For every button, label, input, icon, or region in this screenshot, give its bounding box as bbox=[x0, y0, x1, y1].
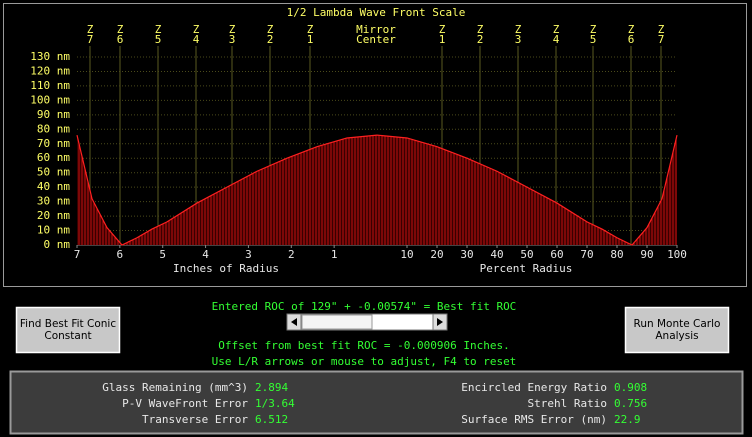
x-tick-label: 60 bbox=[550, 248, 563, 261]
x-tick-label: 7 bbox=[74, 248, 81, 261]
zone-number: 6 bbox=[628, 33, 635, 46]
x-tick-label: 70 bbox=[580, 248, 593, 261]
stat-label: Transverse Error bbox=[142, 413, 248, 426]
wavefront-area bbox=[377, 135, 677, 245]
zone-number: 7 bbox=[658, 33, 665, 46]
stat-value: 6.512 bbox=[255, 413, 288, 426]
x-tick-label: 80 bbox=[610, 248, 623, 261]
slider-arrow bbox=[437, 318, 443, 326]
zone-number: 5 bbox=[155, 33, 162, 46]
x-tick-label: 30 bbox=[460, 248, 473, 261]
y-tick-label: 0 nm bbox=[44, 238, 71, 251]
x-tick-label: 40 bbox=[490, 248, 503, 261]
x-tick-label: 50 bbox=[520, 248, 533, 261]
zone-number: 3 bbox=[229, 33, 236, 46]
stat-value: 1/3.64 bbox=[255, 397, 295, 410]
y-tick-label: 30 nm bbox=[37, 195, 70, 208]
zone-label: Z bbox=[628, 23, 635, 36]
x-tick-label: 3 bbox=[245, 248, 252, 261]
stat-value: 0.908 bbox=[614, 381, 647, 394]
x-tick-label: 20 bbox=[430, 248, 443, 261]
wavefront-line bbox=[76, 134, 378, 246]
button-label[interactable]: Analysis bbox=[655, 330, 698, 342]
button-label[interactable]: Find Best Fit Conic bbox=[20, 318, 116, 330]
roc-text: Entered ROC of 129" + -0.00574" = Best f… bbox=[212, 300, 517, 313]
zone-label: Z bbox=[155, 23, 162, 36]
slider-arrow bbox=[291, 318, 297, 326]
x-tick-label: 1 bbox=[331, 248, 338, 261]
y-tick-label: 20 nm bbox=[37, 209, 70, 222]
center-label: Center bbox=[356, 33, 396, 46]
button[interactable] bbox=[15, 306, 121, 354]
stat-label: P-V WaveFront Error bbox=[122, 397, 248, 410]
y-tick-label: 130 nm bbox=[30, 50, 70, 63]
stat-label: Surface RMS Error (nm) bbox=[461, 413, 607, 426]
zone-number: 3 bbox=[515, 33, 522, 46]
x-tick-label: 2 bbox=[288, 248, 295, 261]
zone-label: Z bbox=[307, 23, 314, 36]
button-label[interactable]: Run Monte Carlo bbox=[634, 318, 721, 330]
y-tick-label: 110 nm bbox=[30, 79, 70, 92]
zone-label: Z bbox=[117, 23, 124, 36]
stat-label: Glass Remaining (mm^3) bbox=[102, 381, 248, 394]
button[interactable] bbox=[624, 306, 730, 354]
zone-number: 5 bbox=[590, 33, 597, 46]
y-tick-label: 40 nm bbox=[37, 180, 70, 193]
stat-label: Encircled Energy Ratio bbox=[461, 381, 607, 394]
button-label[interactable]: Constant bbox=[44, 330, 91, 342]
x-tick-label: 100 bbox=[667, 248, 687, 261]
zone-label: Z bbox=[515, 23, 522, 36]
y-tick-label: 100 nm bbox=[30, 93, 70, 106]
zone-number: 2 bbox=[477, 33, 484, 46]
y-tick-label: 80 nm bbox=[37, 122, 70, 135]
zone-number: 2 bbox=[267, 33, 274, 46]
stat-value: 22.9 bbox=[614, 413, 641, 426]
zone-number: 4 bbox=[193, 33, 200, 46]
stats-panel bbox=[9, 370, 744, 435]
zone-label: Z bbox=[658, 23, 665, 36]
zone-number: 1 bbox=[439, 33, 446, 46]
y-tick-label: 120 nm bbox=[30, 64, 70, 77]
zone-label: Z bbox=[193, 23, 200, 36]
wavefront-area bbox=[77, 135, 377, 245]
x-tick-label: 6 bbox=[117, 248, 124, 261]
x-tick-label: 10 bbox=[400, 248, 413, 261]
y-tick-label: 60 nm bbox=[37, 151, 70, 164]
zone-label: Z bbox=[590, 23, 597, 36]
offset-text: Offset from best fit ROC = -0.000906 Inc… bbox=[218, 339, 509, 352]
zone-number: 6 bbox=[117, 33, 124, 46]
chart-title: 1/2 Lambda Wave Front Scale bbox=[287, 6, 466, 19]
zone-label: Z bbox=[477, 23, 484, 36]
y-tick-label: 90 nm bbox=[37, 108, 70, 121]
y-tick-label: 50 nm bbox=[37, 166, 70, 179]
stat-label: Strehl Ratio bbox=[528, 397, 607, 410]
x-tick-label: 90 bbox=[640, 248, 653, 261]
x-axis-label: Percent Radius bbox=[480, 262, 573, 275]
zone-label: Z bbox=[553, 23, 560, 36]
stat-value: 0.756 bbox=[614, 397, 647, 410]
x-axis-label: Inches of Radius bbox=[173, 262, 279, 275]
help-text: Use L/R arrows or mouse to adjust, F4 to… bbox=[212, 355, 517, 368]
zone-label: Z bbox=[87, 23, 94, 36]
zone-number: 4 bbox=[553, 33, 560, 46]
zone-number: 1 bbox=[307, 33, 314, 46]
stat-value: 2.894 bbox=[255, 381, 288, 394]
zone-label: Z bbox=[439, 23, 446, 36]
zone-label: Z bbox=[229, 23, 236, 36]
zone-label: Z bbox=[267, 23, 274, 36]
center-label: Mirror bbox=[356, 23, 396, 36]
y-tick-label: 10 nm bbox=[37, 224, 70, 237]
y-tick-label: 70 nm bbox=[37, 137, 70, 150]
zone-number: 7 bbox=[87, 33, 94, 46]
x-tick-label: 4 bbox=[202, 248, 209, 261]
wavefront-line bbox=[376, 134, 678, 246]
slider-thumb[interactable] bbox=[301, 314, 373, 330]
x-tick-label: 5 bbox=[159, 248, 166, 261]
